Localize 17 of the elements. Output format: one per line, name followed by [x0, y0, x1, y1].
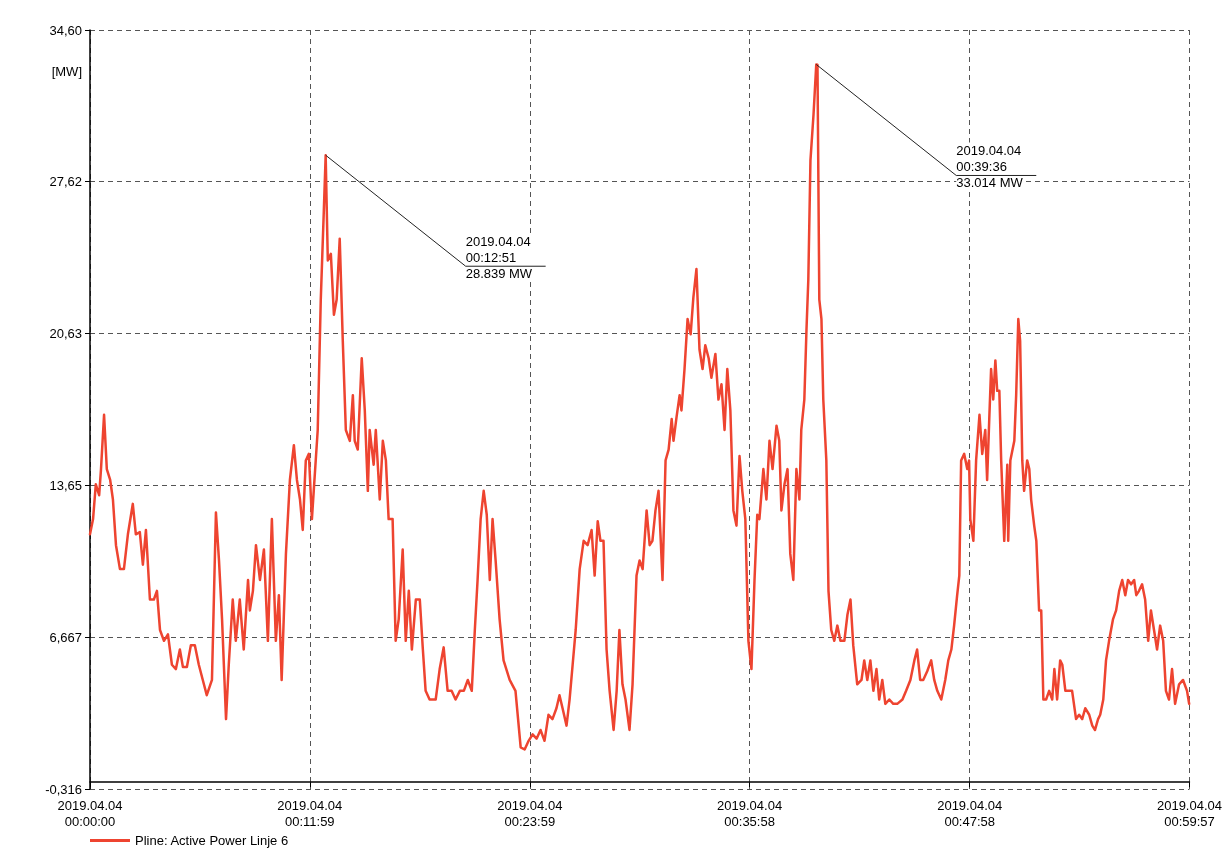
line-series [88, 63, 1191, 751]
y-tick-label: 6,667 [49, 629, 82, 645]
x-tick-label: 2019.04.04 00:47:58 [937, 797, 1003, 829]
y-tick-label: 20,63 [49, 326, 82, 342]
y-axis-title: [MW] [51, 64, 82, 80]
y-tick-label: 27,62 [49, 174, 82, 190]
x-tick-label: 2019.04.04 00:23:59 [497, 797, 563, 829]
x-tick-label: 2019.04.04 00:11:59 [277, 797, 343, 829]
x-tick-label: 2019.04.04 00:00:00 [57, 797, 123, 829]
annotation: 2019.04.04 00:12:51 28.839 MW [465, 233, 533, 281]
legend-label: Pline: Active Power Linje 6 [135, 833, 289, 848]
y-tick-label: 34,60 [49, 22, 82, 38]
y-tick-label: 13,65 [49, 477, 82, 493]
x-tick-label: 2019.04.04 00:35:58 [717, 797, 783, 829]
annotation: 2019.04.04 00:39:36 33.014 MW [956, 142, 1024, 190]
y-tick-label: -0,316 [45, 781, 82, 797]
x-tick-label: 2019.04.04 00:59:57 [1156, 797, 1223, 829]
